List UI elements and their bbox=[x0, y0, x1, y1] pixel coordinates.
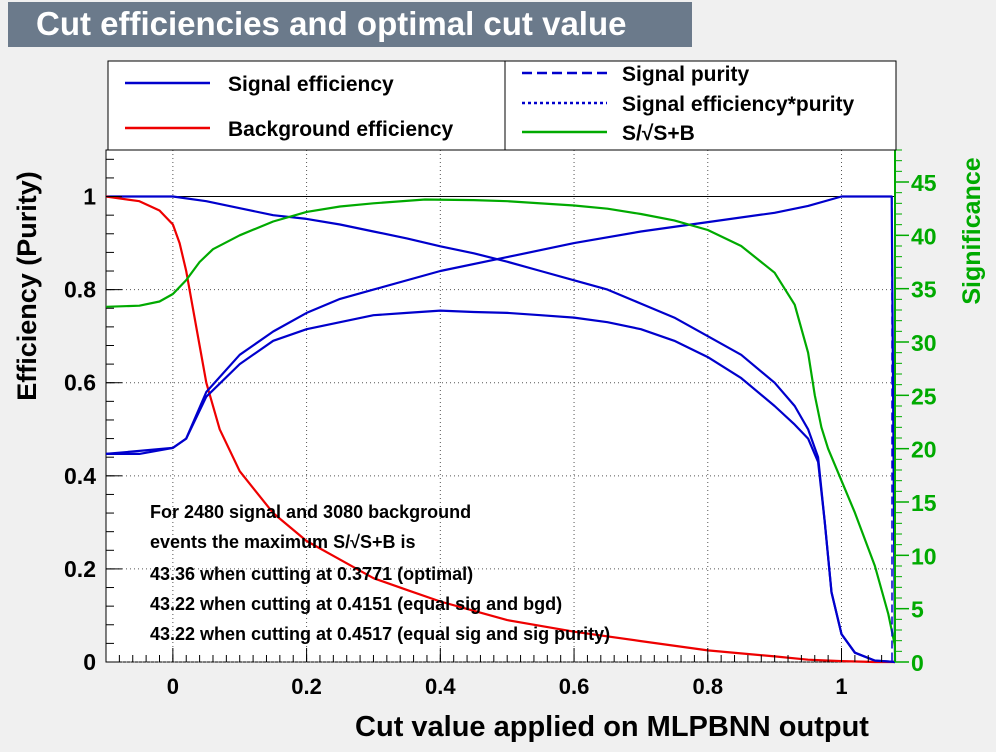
annotation-text: For 2480 signal and 3080 background event… bbox=[150, 502, 610, 644]
y2-tick-label: 15 bbox=[911, 490, 937, 516]
annotation-line: events the maximum S/√S+B is bbox=[150, 532, 415, 552]
y-tick-label: 0.2 bbox=[64, 556, 96, 582]
y-tick-label: 1 bbox=[83, 184, 96, 210]
y2-tick-label: 5 bbox=[911, 597, 924, 623]
x-tick-label: 0.2 bbox=[291, 674, 322, 699]
legend-label: S/√S+B bbox=[622, 122, 695, 145]
legend-box bbox=[107, 60, 897, 151]
grid bbox=[106, 150, 895, 663]
y2-tick-label: 30 bbox=[911, 330, 937, 356]
plot-area bbox=[105, 149, 896, 663]
x-axis-label: Cut value applied on MLPBNN output bbox=[355, 711, 869, 743]
x-tick-label: 1 bbox=[835, 674, 847, 699]
y2-axis-label: Significance bbox=[958, 157, 986, 304]
y2-tick-label: 0 bbox=[911, 650, 924, 676]
y-tick-label: 0.4 bbox=[64, 463, 96, 489]
signal-eff-purity-curve bbox=[105, 309, 896, 664]
y2-tick-label: 20 bbox=[911, 437, 937, 463]
y2-tick-label: 35 bbox=[911, 277, 937, 303]
x-tick-label: 0 bbox=[167, 674, 179, 699]
annotation-line: 43.36 when cutting at 0.3771 (optimal) bbox=[150, 564, 473, 584]
significance-curve bbox=[105, 198, 897, 647]
y-tick-label: 0.8 bbox=[64, 277, 96, 303]
y2-tick-label: 40 bbox=[911, 223, 937, 249]
legend-label: Background efficiency bbox=[228, 118, 454, 141]
legend-label: Signal purity bbox=[622, 63, 750, 86]
background-efficiency-curve bbox=[105, 195, 895, 664]
annotation-line: 43.22 when cutting at 0.4517 (equal sig … bbox=[150, 624, 610, 644]
x-tick-label: 0.8 bbox=[692, 674, 723, 699]
chart-title: Cut efficiencies and optimal cut value bbox=[8, 2, 692, 47]
curves bbox=[105, 195, 897, 664]
y-axis-label: Efficiency (Purity) bbox=[12, 171, 42, 401]
x-tick-label: 0.6 bbox=[559, 674, 590, 699]
annotation-line: 43.22 when cutting at 0.4151 (equal sig … bbox=[150, 594, 562, 614]
annotation-line: For 2480 signal and 3080 background bbox=[150, 502, 471, 522]
y2-tick-label: 45 bbox=[911, 170, 937, 196]
legend: Signal efficiency Background efficiency Si… bbox=[125, 63, 855, 145]
axes: 0 0.2 0.4 0.6 0.8 100.20.40.60.81051015202530… bbox=[64, 149, 937, 699]
y-tick-label: 0.6 bbox=[64, 370, 96, 396]
y2-tick-label: 25 bbox=[911, 383, 937, 409]
legend-label: Signal efficiency bbox=[228, 73, 394, 96]
legend-label: Signal efficiency*purity bbox=[622, 93, 855, 116]
y-tick-label: 0 bbox=[83, 649, 96, 675]
x-tick-label: 0.4 bbox=[425, 674, 456, 699]
y2-tick-label: 10 bbox=[911, 543, 937, 569]
